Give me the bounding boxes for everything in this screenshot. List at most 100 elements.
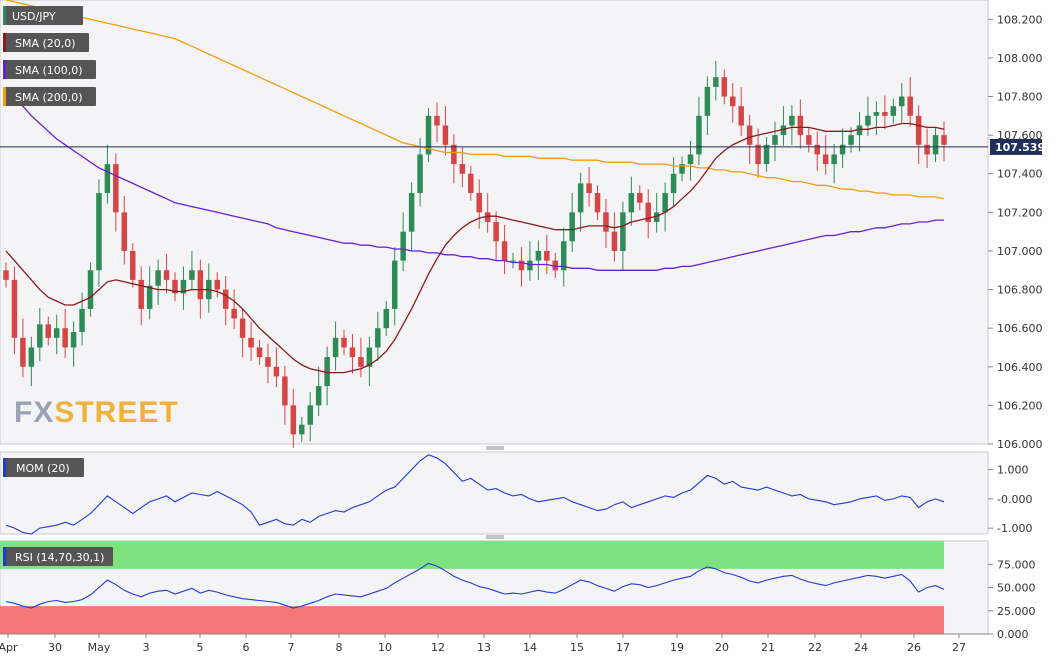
candle-body bbox=[434, 115, 440, 126]
candle-body bbox=[544, 250, 550, 261]
x-tick-label: 14 bbox=[523, 641, 537, 654]
x-tick-label: 19 bbox=[670, 641, 684, 654]
rsi-y-tick-label: 75.000 bbox=[997, 558, 1036, 571]
legend-sma-20[interactable]: SMA (20,0) bbox=[3, 33, 89, 52]
x-tick-label: 3 bbox=[143, 641, 150, 654]
candle-body bbox=[265, 357, 271, 367]
candle-body bbox=[763, 144, 770, 165]
momentum-y-tick-label: -1.000 bbox=[997, 522, 1032, 535]
candle-body bbox=[189, 270, 195, 280]
legend-sma-200[interactable]: SMA (200,0) bbox=[3, 87, 96, 106]
sma-100-line bbox=[5, 86, 944, 271]
candle-body bbox=[721, 77, 728, 97]
legend-sma-100-label: SMA (100,0) bbox=[15, 64, 83, 77]
candle-body bbox=[493, 222, 499, 242]
candle-body bbox=[341, 337, 347, 348]
rsi-y-tick-label: 0.000 bbox=[997, 628, 1029, 641]
candle-body bbox=[594, 193, 601, 213]
legend-rsi-label: RSI (14,70,30,1) bbox=[15, 551, 104, 564]
legend-momentum-label: MOM (20) bbox=[16, 462, 70, 475]
x-tick-label: 30 bbox=[48, 641, 62, 654]
candle-body bbox=[248, 337, 254, 348]
candle-body bbox=[789, 115, 795, 126]
candle-body bbox=[713, 77, 719, 87]
candle-body bbox=[814, 144, 820, 155]
x-tick-label: 13 bbox=[477, 641, 491, 654]
momentum-layer: 1.000 -0.000 -1.000 bbox=[5, 454, 1032, 535]
x-tick-label: 10 bbox=[378, 641, 392, 654]
x-axis: Apr 30 May 3 5 6 7 8 10 12 13 14 15 17 19 20 21 22 24 26 27 bbox=[0, 633, 988, 654]
momentum-y-tick-label: -0.000 bbox=[997, 493, 1032, 506]
candle-body bbox=[451, 144, 457, 165]
candle-body bbox=[358, 357, 364, 367]
candle-body bbox=[163, 270, 170, 280]
x-tick-label: 15 bbox=[570, 641, 584, 654]
legend-sma-100[interactable]: SMA (100,0) bbox=[3, 60, 96, 79]
rsi-y-tick-label: 25.000 bbox=[997, 605, 1036, 618]
legend-sma-200-swatch bbox=[3, 87, 6, 106]
candle-body bbox=[324, 357, 330, 387]
legend-usdjpy-label: USD/JPY bbox=[12, 10, 56, 23]
candle-body bbox=[383, 308, 390, 329]
candle-body bbox=[197, 270, 204, 300]
candle-body bbox=[662, 193, 668, 213]
x-tick-label: 22 bbox=[808, 641, 822, 654]
x-tick-label: 8 bbox=[336, 641, 343, 654]
x-tick-label: May bbox=[88, 641, 111, 654]
price-y-tick-label: 107.800 bbox=[997, 91, 1043, 104]
momentum-line bbox=[5, 454, 945, 535]
candle-body bbox=[442, 125, 449, 145]
current-price-label: 107.539 bbox=[995, 141, 1045, 154]
candle-body bbox=[20, 337, 26, 367]
candle-body bbox=[577, 183, 584, 213]
candle-body bbox=[873, 111, 880, 116]
candle-body bbox=[527, 260, 533, 271]
legend-usdjpy[interactable]: USD/JPY bbox=[3, 6, 83, 25]
candle-body bbox=[349, 347, 356, 358]
candle-body bbox=[417, 154, 423, 194]
candle-body bbox=[611, 231, 618, 251]
candle-body bbox=[603, 212, 609, 232]
x-tick-label: 5 bbox=[197, 641, 204, 654]
price-y-tick-label: 107.200 bbox=[997, 206, 1043, 219]
candle-body bbox=[924, 144, 930, 155]
candle-body bbox=[459, 164, 466, 174]
rsi-line bbox=[5, 562, 945, 609]
candle-body bbox=[670, 173, 677, 194]
candle-body bbox=[113, 164, 119, 213]
x-tick-label: 21 bbox=[761, 641, 775, 654]
price-y-axis: 108.200 108.000 107.800 107.600 107.400 107.2… bbox=[988, 13, 1043, 451]
candle-body bbox=[645, 202, 651, 222]
price-y-tick-label: 106.800 bbox=[997, 284, 1043, 297]
candle-body bbox=[510, 260, 516, 262]
legend-sma-20-swatch bbox=[3, 33, 6, 52]
candle-body bbox=[738, 106, 744, 126]
candle-body bbox=[273, 366, 280, 377]
price-y-tick-label: 108.200 bbox=[997, 13, 1043, 26]
legend-rsi[interactable]: RSI (14,70,30,1) bbox=[3, 547, 113, 566]
legend-momentum[interactable]: MOM (20) bbox=[3, 458, 84, 477]
candle-body bbox=[941, 135, 947, 145]
candle-body bbox=[138, 279, 144, 309]
candle-body bbox=[560, 241, 567, 271]
candle-body bbox=[755, 144, 761, 165]
candle-body bbox=[290, 405, 297, 435]
legend-sma-200-label: SMA (200,0) bbox=[15, 91, 83, 104]
x-tick-label: 20 bbox=[715, 641, 729, 654]
candle-body bbox=[797, 115, 804, 136]
candle-body bbox=[806, 135, 812, 145]
candle-body bbox=[172, 279, 178, 294]
sma-lines bbox=[5, 0, 945, 374]
candle-body bbox=[915, 115, 922, 145]
candle-body bbox=[180, 279, 187, 294]
fxstreet-watermark: FXSTREET bbox=[14, 396, 179, 429]
rsi-panel-resize-handle[interactable] bbox=[486, 535, 504, 539]
candle-body bbox=[856, 125, 863, 136]
legend-usdjpy-swatch bbox=[3, 6, 6, 25]
candle-body bbox=[222, 289, 229, 309]
candle-body bbox=[552, 260, 559, 271]
candle-body bbox=[468, 173, 474, 194]
momentum-panel-resize-handle[interactable] bbox=[486, 446, 504, 450]
candle-body bbox=[28, 347, 35, 367]
